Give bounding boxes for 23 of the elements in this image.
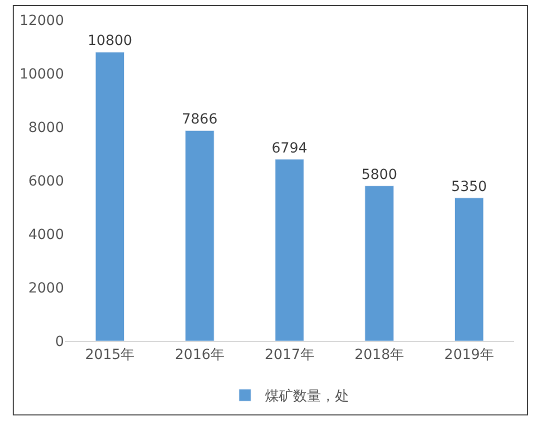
x-tick-label: 2019年 <box>444 346 494 363</box>
bar <box>274 159 304 341</box>
x-tick-label: 2016年 <box>174 346 225 363</box>
y-tick-label: 10000 <box>19 66 64 82</box>
bar <box>454 198 484 341</box>
data-label: 7866 <box>182 112 218 128</box>
bar <box>185 130 214 341</box>
data-label: 5800 <box>361 166 398 183</box>
y-tick-label: 12000 <box>19 12 64 29</box>
y-tick-label: 6000 <box>28 173 64 190</box>
y-tick-label: 2000 <box>28 280 64 296</box>
y-tick-label: 4000 <box>28 226 64 243</box>
data-label: 10800 <box>88 33 132 50</box>
y-tick-label: 8000 <box>28 120 64 136</box>
legend-label: 煤矿数量，处 <box>265 388 349 405</box>
data-label: 6794 <box>272 140 308 156</box>
bar <box>364 186 394 341</box>
bar <box>95 52 125 341</box>
y-tick-label: 0 <box>55 334 64 350</box>
x-tick-label: 2017年 <box>264 346 314 363</box>
data-label: 5350 <box>451 178 487 195</box>
x-tick-label: 2015年 <box>85 346 135 363</box>
x-tick-label: 2018年 <box>354 346 404 363</box>
